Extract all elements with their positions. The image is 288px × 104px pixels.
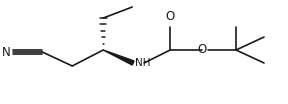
Text: O: O (166, 10, 175, 23)
Text: O: O (198, 43, 207, 56)
Polygon shape (103, 50, 134, 65)
Text: N: N (1, 46, 10, 58)
Text: NH: NH (135, 58, 151, 68)
